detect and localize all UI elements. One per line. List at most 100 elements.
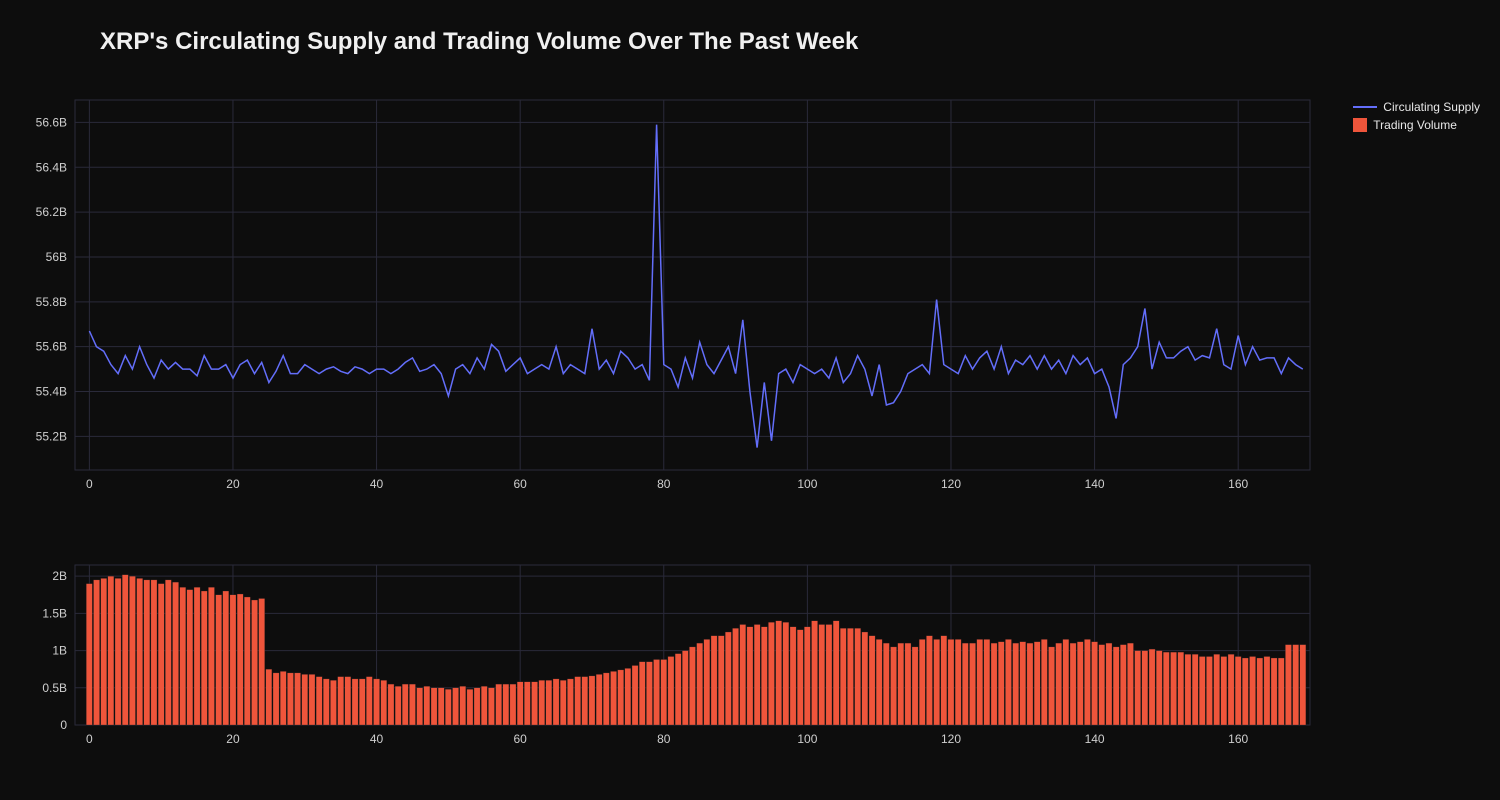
volume-bar[interactable]	[1285, 645, 1291, 725]
volume-bar[interactable]	[984, 639, 990, 725]
volume-bar[interactable]	[582, 677, 588, 725]
volume-bar[interactable]	[646, 662, 652, 725]
volume-bar[interactable]	[632, 666, 638, 726]
volume-bar[interactable]	[804, 627, 810, 725]
volume-bar[interactable]	[165, 580, 171, 725]
volume-bar[interactable]	[374, 679, 380, 725]
volume-bar[interactable]	[718, 636, 724, 725]
volume-bar[interactable]	[998, 642, 1004, 725]
volume-bar[interactable]	[453, 688, 459, 725]
volume-bar[interactable]	[697, 643, 703, 725]
volume-bar[interactable]	[1099, 645, 1105, 725]
volume-bar[interactable]	[603, 673, 609, 725]
volume-bar[interactable]	[747, 627, 753, 725]
volume-bar[interactable]	[754, 625, 760, 726]
volume-bar[interactable]	[496, 684, 502, 725]
volume-bar[interactable]	[962, 643, 968, 725]
volume-bar[interactable]	[768, 622, 774, 725]
volume-bar[interactable]	[409, 684, 415, 725]
volume-bar[interactable]	[259, 599, 265, 726]
volume-bar[interactable]	[1278, 658, 1284, 725]
volume-bar[interactable]	[919, 639, 925, 725]
volume-bar[interactable]	[733, 628, 739, 725]
volume-bar[interactable]	[1149, 649, 1155, 725]
volume-bar[interactable]	[991, 643, 997, 725]
volume-bar[interactable]	[1113, 647, 1119, 725]
volume-bar[interactable]	[1250, 657, 1256, 726]
volume-bar[interactable]	[1063, 639, 1069, 725]
volume-bar[interactable]	[330, 680, 336, 725]
volume-bar[interactable]	[567, 679, 573, 725]
volume-bar[interactable]	[510, 684, 516, 725]
volume-bar[interactable]	[891, 647, 897, 725]
volume-bar[interactable]	[208, 587, 214, 725]
volume-bar[interactable]	[869, 636, 875, 725]
volume-bar[interactable]	[129, 576, 135, 725]
volume-bar[interactable]	[158, 584, 164, 725]
volume-bar[interactable]	[1070, 643, 1076, 725]
volume-bar[interactable]	[855, 628, 861, 725]
volume-bar[interactable]	[704, 639, 710, 725]
volume-bar[interactable]	[445, 689, 451, 725]
volume-bar[interactable]	[1178, 652, 1184, 725]
volume-bar[interactable]	[474, 688, 480, 725]
volume-bar[interactable]	[352, 679, 358, 725]
volume-bar[interactable]	[532, 682, 538, 725]
volume-bar[interactable]	[725, 632, 731, 725]
volume-bar[interactable]	[1020, 642, 1026, 725]
volume-bar[interactable]	[280, 671, 286, 725]
volume-bar[interactable]	[1049, 647, 1055, 725]
volume-bar[interactable]	[481, 686, 487, 725]
volume-bar[interactable]	[223, 591, 229, 725]
volume-bar[interactable]	[618, 670, 624, 725]
volume-bar[interactable]	[1077, 642, 1083, 725]
volume-bar[interactable]	[108, 576, 114, 725]
volume-bar[interactable]	[761, 627, 767, 725]
volume-bar[interactable]	[812, 621, 818, 725]
volume-bar[interactable]	[359, 679, 365, 725]
volume-bar[interactable]	[1214, 654, 1220, 725]
volume-bar[interactable]	[1171, 652, 1177, 725]
volume-bar[interactable]	[776, 621, 782, 725]
volume-bar[interactable]	[187, 590, 193, 725]
legend-item-supply[interactable]: Circulating Supply	[1353, 100, 1480, 114]
volume-bar[interactable]	[1041, 639, 1047, 725]
volume-bar[interactable]	[431, 688, 437, 725]
volume-bar[interactable]	[1156, 651, 1162, 725]
volume-bar[interactable]	[137, 578, 143, 725]
volume-bar[interactable]	[833, 621, 839, 725]
volume-bar[interactable]	[668, 657, 674, 726]
volume-bar[interactable]	[295, 673, 301, 725]
volume-bar[interactable]	[546, 680, 552, 725]
volume-bar[interactable]	[1300, 645, 1306, 725]
volume-bar[interactable]	[639, 662, 645, 725]
volume-bar[interactable]	[309, 674, 315, 725]
volume-bar[interactable]	[381, 680, 387, 725]
volume-bar[interactable]	[1142, 651, 1148, 725]
volume-bar[interactable]	[1034, 642, 1040, 725]
volume-bar[interactable]	[1005, 639, 1011, 725]
volume-bar[interactable]	[230, 595, 236, 725]
volume-bar[interactable]	[1235, 657, 1241, 726]
volume-bar[interactable]	[273, 673, 279, 725]
volume-bar[interactable]	[977, 639, 983, 725]
volume-bar[interactable]	[467, 689, 473, 725]
volume-bar[interactable]	[912, 647, 918, 725]
volume-bar[interactable]	[898, 643, 904, 725]
volume-bar[interactable]	[201, 591, 207, 725]
volume-bar[interactable]	[1192, 654, 1198, 725]
volume-bar[interactable]	[395, 686, 401, 725]
volume-bar[interactable]	[302, 674, 308, 725]
volume-bar[interactable]	[926, 636, 932, 725]
volume-bar[interactable]	[970, 643, 976, 725]
volume-bar[interactable]	[689, 647, 695, 725]
volume-bar[interactable]	[840, 628, 846, 725]
volume-bar[interactable]	[94, 580, 100, 725]
volume-bar[interactable]	[596, 674, 602, 725]
volume-bar[interactable]	[1027, 643, 1033, 725]
volume-bar[interactable]	[560, 680, 566, 725]
volume-bar[interactable]	[417, 688, 423, 725]
volume-bar[interactable]	[611, 671, 617, 725]
volume-bar[interactable]	[905, 643, 911, 725]
volume-bar[interactable]	[1221, 657, 1227, 726]
